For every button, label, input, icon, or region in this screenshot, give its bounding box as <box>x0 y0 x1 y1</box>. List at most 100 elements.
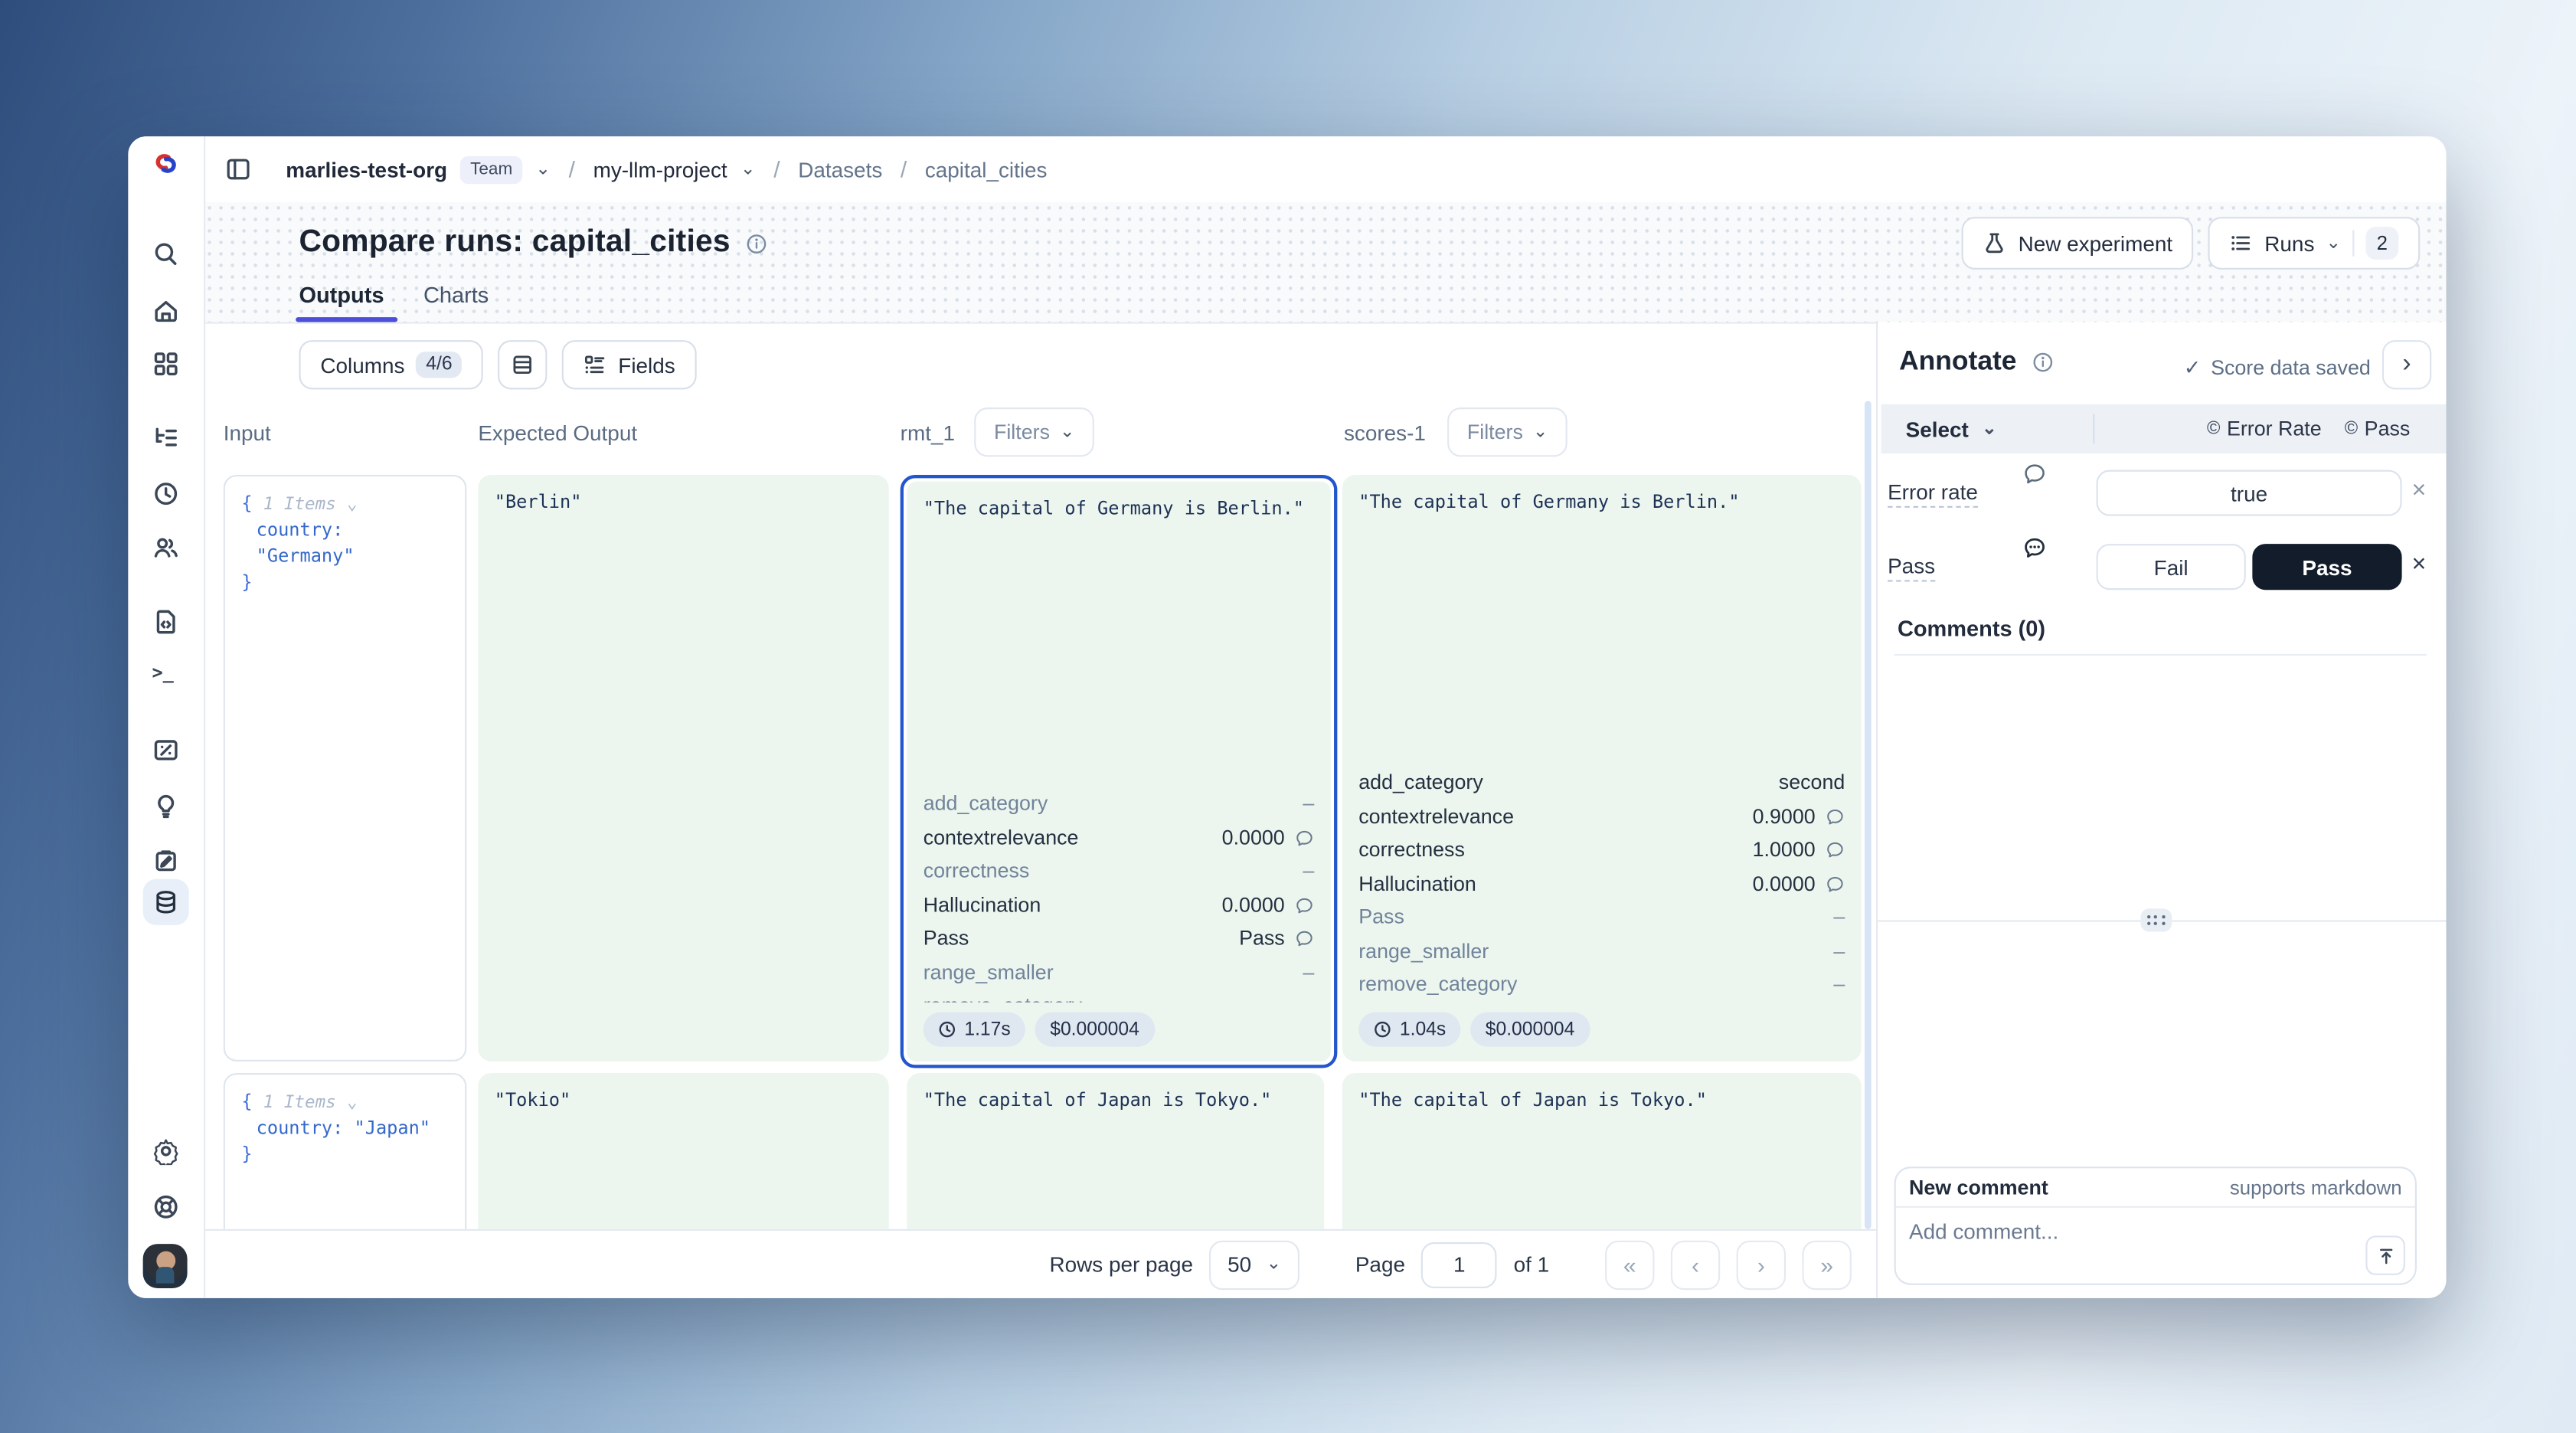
run1-output-cell-selected[interactable]: "The capital of Germany is Berlin." add_… <box>900 475 1338 1068</box>
comment-bubble-icon[interactable] <box>1295 929 1315 949</box>
chip-pass[interactable]: © Pass <box>2345 417 2411 440</box>
latency-pill: 1.17s <box>923 1012 1026 1047</box>
metrics-list: add_category second contextrelevance 0.900… <box>1342 766 1862 1003</box>
annotate-panel: Annotate ✓ Score data saved › Select ⌄ ©… <box>1876 322 2447 1298</box>
app-window: >_ marlies-test-org Team ⌄ / my-llm-proj… <box>128 136 2447 1298</box>
resize-drag-handle[interactable] <box>2140 908 2172 932</box>
last-page-button[interactable]: » <box>1802 1239 1852 1290</box>
comment-bubble-icon[interactable] <box>1826 806 1845 826</box>
tab-charts[interactable]: Charts <box>423 283 489 308</box>
json-item-count[interactable]: 1 Items <box>263 1092 336 1113</box>
metric-name: Hallucination <box>923 893 1041 917</box>
run2-filters-button[interactable]: Filters ⌄ <box>1447 407 1568 457</box>
run-footer: 1.04s $0.000004 <box>1342 1003 1862 1062</box>
info-icon[interactable] <box>2032 352 2053 373</box>
terminal-icon[interactable]: >_ <box>152 662 174 684</box>
collapse-panel-button[interactable]: › <box>2381 340 2432 390</box>
comment-bubble-icon[interactable] <box>1295 828 1315 848</box>
chip-error-rate[interactable]: © Error Rate <box>2207 417 2322 440</box>
traces-tree-icon[interactable] <box>152 424 179 452</box>
code-file-icon[interactable] <box>152 608 179 636</box>
json-brace: } <box>241 1143 253 1166</box>
expected-output-cell[interactable]: "Tokio" <box>478 1072 889 1229</box>
chevron-down-icon[interactable]: ⌄ <box>740 159 756 178</box>
first-page-button[interactable]: « <box>1605 1239 1655 1290</box>
select-dropdown[interactable]: Select ⌄ <box>1906 417 1997 441</box>
new-comment-card: New comment supports markdown <box>1894 1166 2417 1285</box>
run1-filters-button[interactable]: Filters ⌄ <box>974 407 1095 457</box>
metric-name: range_smaller <box>923 960 1054 984</box>
comment-bubble-icon[interactable] <box>2022 462 2047 486</box>
comment-bubble-icon[interactable] <box>1295 895 1315 915</box>
tab-outputs[interactable]: Outputs <box>296 283 397 322</box>
user-avatar[interactable] <box>142 1244 188 1288</box>
input-cell[interactable]: { 1 Items ⌄ country: "Germany" } <box>223 475 467 1062</box>
run-output-text: "The capital of Japan is Tokyo." <box>1358 1089 1707 1111</box>
vertical-scrollbar[interactable] <box>1865 401 1872 1229</box>
home-icon[interactable] <box>152 297 179 325</box>
breadcrumb-project[interactable]: my-llm-project <box>593 156 727 182</box>
columns-count-badge: 4/6 <box>416 352 463 378</box>
json-kv: country: "Germany" <box>256 519 355 568</box>
prompts-bulb-icon[interactable] <box>152 792 179 820</box>
run2-output-cell[interactable]: "The capital of Germany is Berlin." add_… <box>1342 475 1862 1062</box>
sidebar-item-datasets[interactable] <box>142 878 189 925</box>
run-output-text: "The capital of Japan is Tokyo." <box>923 1089 1272 1111</box>
boards-grid-icon[interactable] <box>152 350 179 378</box>
search-icon[interactable] <box>152 240 179 267</box>
expected-output-text: "Tokio" <box>494 1089 571 1111</box>
input-cell[interactable]: { 1 Items ⌄ country: "Japan" } <box>223 1072 467 1229</box>
comment-input[interactable] <box>1899 1211 2372 1281</box>
divider <box>2092 414 2094 444</box>
chip-label: Error Rate <box>2226 417 2322 440</box>
previous-page-button[interactable]: ‹ <box>1670 1239 1721 1290</box>
help-lifebuoy-icon[interactable] <box>152 1193 179 1221</box>
columns-button[interactable]: Columns 4/6 <box>299 340 484 390</box>
run1-output-cell[interactable]: "The capital of Japan is Tokyo." <box>907 1072 1325 1229</box>
breadcrumb-org[interactable]: marlies-test-org <box>286 156 448 182</box>
fail-option-button[interactable]: Fail <box>2096 544 2246 591</box>
new-experiment-button[interactable]: New experiment <box>1962 217 2195 270</box>
metric-name: Hallucination <box>1358 872 1476 895</box>
page-number-input[interactable] <box>1421 1241 1498 1287</box>
submit-comment-button[interactable] <box>2365 1235 2405 1275</box>
pass-option-button[interactable]: Pass <box>2252 544 2402 591</box>
page-size-select[interactable]: 50 ⌄ <box>1209 1239 1299 1290</box>
run-footer: 1.17s $0.000004 <box>907 1003 1331 1062</box>
markdown-hint: supports markdown <box>2229 1176 2402 1199</box>
settings-gear-icon[interactable] <box>152 1137 179 1166</box>
metrics-list: add_category – contextrelevance 0.0000 cor… <box>907 787 1331 1003</box>
expected-output-cell[interactable]: "Berlin" <box>478 475 889 1062</box>
clear-error-rate-icon[interactable]: × <box>2411 476 2427 505</box>
chevron-down-icon[interactable]: ⌄ <box>535 159 551 178</box>
page-header: Compare runs: capital_cities New experim… <box>204 201 2447 324</box>
chevron-down-icon[interactable]: ⌄ <box>346 1092 358 1113</box>
error-rate-input[interactable] <box>2096 469 2402 516</box>
pass-label: Pass <box>1888 554 1936 582</box>
users-icon[interactable] <box>152 534 179 561</box>
metric-name: Pass <box>923 927 969 950</box>
evaluations-icon[interactable] <box>152 736 179 764</box>
column-header-input: Input <box>223 420 271 446</box>
comment-bubble-icon[interactable] <box>1826 874 1845 894</box>
chevron-down-icon[interactable]: ⌄ <box>346 494 358 515</box>
filters-label: Filters <box>993 420 1050 444</box>
comment-bubble-dots-icon[interactable] <box>2022 535 2047 560</box>
breadcrumb-datasets[interactable]: Datasets <box>798 156 883 182</box>
run2-output-cell[interactable]: "The capital of Japan is Tokyo." <box>1342 1072 1862 1229</box>
clear-pass-icon[interactable]: × <box>2411 550 2427 579</box>
history-clock-icon[interactable] <box>152 479 179 507</box>
info-icon[interactable] <box>745 233 767 254</box>
runs-button[interactable]: Runs ⌄ 2 <box>2208 217 2421 270</box>
weave-logo-icon <box>152 149 179 177</box>
fields-button[interactable]: Fields <box>562 340 697 390</box>
json-item-count[interactable]: 1 Items <box>263 494 336 515</box>
comment-bubble-icon[interactable] <box>1826 840 1845 860</box>
cost-pill: $0.000004 <box>1470 1012 1590 1047</box>
annotations-clipboard-icon[interactable] <box>152 848 179 875</box>
sidebar-toggle-icon[interactable] <box>225 156 251 182</box>
metric-value: 0.0000 <box>1221 893 1285 917</box>
score-saved-status: ✓ Score data saved <box>2184 355 2371 379</box>
next-page-button[interactable]: › <box>1736 1239 1787 1290</box>
row-height-button[interactable] <box>498 340 548 390</box>
